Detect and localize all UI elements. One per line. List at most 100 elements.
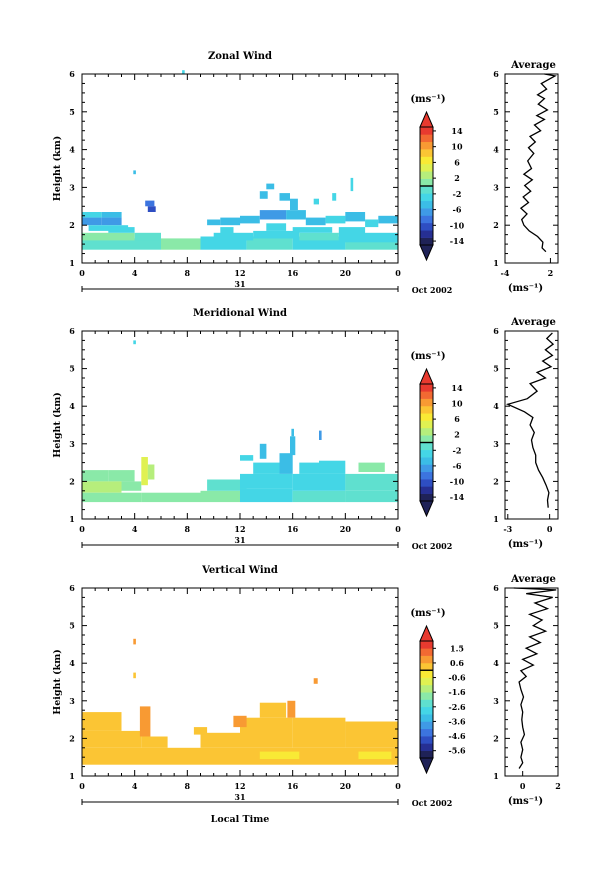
colorbar-segment (420, 692, 433, 700)
heatmap-cell (141, 736, 168, 748)
y-tick-label: 5 (69, 364, 75, 374)
colorbar-segment (420, 721, 433, 730)
heatmap-cell (101, 217, 122, 226)
heatmap-cell (133, 638, 136, 645)
colorbar-segment (420, 743, 433, 751)
profile-y-tick-label: 2 (493, 476, 499, 486)
colorbar-tick-label: 2 (454, 173, 460, 183)
colorbar-tick-label: -14 (450, 492, 465, 502)
profile-y-tick-label: 1 (493, 514, 499, 524)
colorbar-top-arrow (419, 624, 434, 642)
y-tick-label: 4 (69, 145, 75, 155)
y-tick-label: 5 (69, 107, 75, 117)
profile-x-axis-label: (ms⁻¹) (508, 796, 543, 807)
y-tick-label: 1 (69, 771, 75, 781)
colorbar-segment (420, 384, 433, 392)
profile-y-tick-label: 5 (493, 107, 499, 117)
x-tick-label: 16 (287, 268, 299, 278)
heatmap-cell (145, 200, 155, 207)
heatmap-cell (133, 340, 136, 345)
colorbar-tick-label: -2.6 (448, 702, 466, 712)
heatmap-cell (338, 227, 366, 235)
colorbar-tick-label: -2 (453, 189, 462, 199)
heatmap-cell (133, 672, 136, 679)
colorbar-segment (420, 193, 433, 202)
profile-frame (504, 330, 559, 520)
colorbar-segment (420, 178, 433, 187)
x-axis-label: Local Time (211, 814, 270, 825)
heatmap-cell (134, 232, 161, 241)
colorbar-bottom-arrow (419, 757, 434, 775)
profile-line (513, 587, 557, 769)
colorbar-tick-label: 6 (454, 157, 460, 167)
profile-y-tick-label: 3 (493, 696, 499, 706)
heatmap-cell (108, 470, 135, 482)
colorbar-segment (420, 449, 433, 458)
colorbar-segment (420, 706, 433, 715)
heatmap-cell (139, 706, 151, 737)
heatmap-cell (82, 238, 161, 250)
colorbar-segment (420, 471, 433, 480)
colorbar-segment (420, 684, 433, 693)
heatmap-cell (345, 212, 366, 222)
heatmap-cell (259, 751, 300, 760)
x-tick-label: 0 (79, 524, 85, 534)
heatmap-cell (246, 236, 293, 250)
heatmap-cell (240, 488, 293, 503)
profile-x-axis-label: (ms⁻¹) (508, 283, 543, 294)
colorbar-segment (420, 200, 433, 209)
y-tick-label: 3 (69, 439, 75, 449)
colorbar-tick-label: 10 (451, 399, 463, 409)
x-tick-label: 16 (287, 781, 299, 791)
heatmap-cell (259, 702, 287, 718)
heatmap-cell (207, 479, 247, 491)
profile-y-tick-label: 2 (493, 733, 499, 743)
y-tick-label: 2 (69, 220, 75, 230)
x-tick-label: 8 (185, 524, 191, 534)
heatmap-cell (101, 212, 122, 218)
colorbar-segment (420, 398, 433, 407)
heatmap-cell (259, 191, 268, 199)
colorbar-tick-label: 1.5 (450, 643, 464, 653)
colorbar-segment (420, 405, 433, 414)
x-tick-label: 4 (132, 524, 138, 534)
heatmap-cell (266, 223, 287, 231)
heatmap-cell (292, 473, 346, 491)
colorbar-segment (420, 156, 433, 165)
heatmap-cell (82, 481, 122, 493)
heatmap-cell (240, 455, 254, 461)
heatmap-cell (292, 227, 333, 233)
x-tick-label: 12 (234, 268, 245, 278)
colorbar-tick-label: -3.6 (448, 716, 466, 726)
y-axis-label: Height (km) (52, 392, 63, 458)
heatmap-cell (345, 721, 398, 748)
x-tick-label: 12 (234, 524, 245, 534)
panel-title: Vertical Wind (201, 565, 278, 576)
y-tick-label: 6 (69, 326, 75, 336)
profile-y-tick-label: 5 (493, 621, 499, 631)
profile-x-tick-label: -3 (503, 524, 512, 534)
heatmap-cell (182, 70, 185, 74)
profile-x-axis-label: (ms⁻¹) (508, 539, 543, 550)
heatmap-cell (141, 457, 148, 486)
profile-y-tick-label: 5 (493, 364, 499, 374)
heatmap-cell (358, 462, 385, 472)
colorbar-tick-label: 14 (451, 126, 463, 136)
colorbar-segment (420, 641, 433, 649)
date-label: Oct 2002 (412, 285, 453, 295)
heatmap-cell (82, 470, 109, 482)
panel-title: Zonal Wind (208, 51, 272, 62)
colorbar-segment (420, 736, 433, 744)
heatmap-cell (319, 460, 346, 474)
profile-title: Average (510, 574, 556, 585)
colorbar-segment (420, 457, 433, 465)
colorbar-segment (420, 750, 433, 759)
heatmap-cell (82, 730, 142, 748)
heatmap-cell (313, 198, 319, 205)
heatmap-cell (279, 193, 290, 201)
heatmap-cell (82, 232, 135, 241)
colorbar-bottom-arrow (419, 244, 434, 262)
profile-y-tick-label: 3 (493, 439, 499, 449)
